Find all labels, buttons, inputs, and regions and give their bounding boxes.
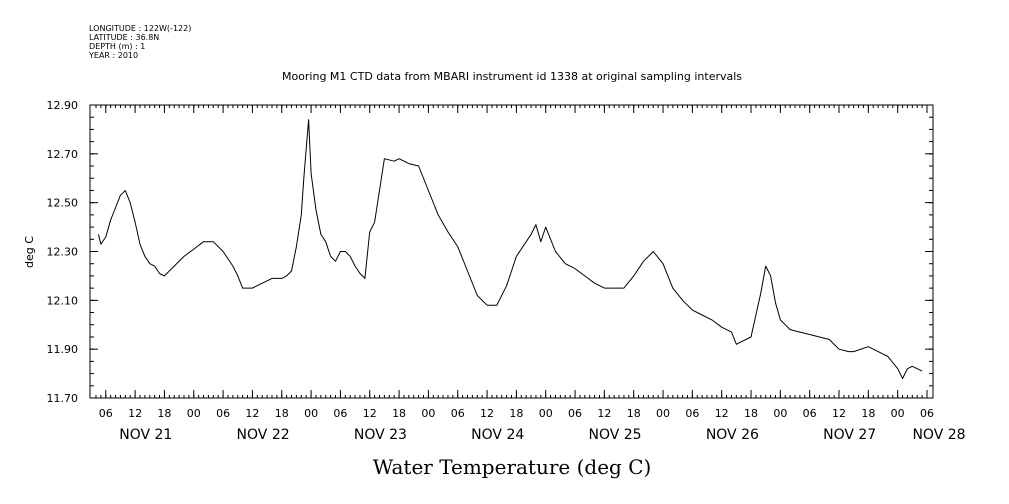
x-hour-label: 00: [539, 407, 553, 420]
x-hour-label: 06: [451, 407, 465, 420]
x-hour-label: 18: [627, 407, 641, 420]
meta-latitude: LATITUDE : 36.8N: [89, 33, 159, 42]
x-hour-label: 00: [304, 407, 318, 420]
y-tick-label: 12.50: [47, 197, 79, 210]
x-day-label: NOV 22: [237, 427, 290, 443]
y-tick-label: 12.90: [47, 99, 79, 112]
x-hour-label: 06: [99, 407, 113, 420]
x-hour-label: 18: [861, 407, 875, 420]
y-axis: 12.90 12.70 12.50 12.30 12.10 11.90 11.70: [47, 99, 933, 405]
series-group: [97, 119, 923, 379]
series-line-0: [97, 119, 923, 379]
x-hour-label: 00: [187, 407, 201, 420]
x-hour-label: 18: [392, 407, 406, 420]
chart-title: Mooring M1 CTD data from MBARI instrumen…: [282, 70, 742, 83]
y-tick-label: 11.70: [47, 392, 79, 405]
x-axis-label: Water Temperature (deg C): [373, 455, 652, 479]
x-hour-label: 06: [685, 407, 699, 420]
x-hour-label: 18: [509, 407, 523, 420]
x-day-label: NOV 24: [471, 427, 524, 443]
x-day-label: NOV 26: [706, 427, 759, 443]
x-hour-label: 00: [656, 407, 670, 420]
x-day-label: NOV 28: [912, 427, 965, 443]
y-tick-label: 12.10: [47, 294, 79, 307]
plot-frame: [89, 104, 934, 399]
meta-longitude: LONGITUDE : 122W(-122): [89, 24, 191, 33]
x-hour-label: 06: [216, 407, 230, 420]
y-axis-label: deg C: [23, 236, 36, 268]
x-hour-label: 00: [891, 407, 905, 420]
x-hour-label: 00: [421, 407, 435, 420]
x-hour-label: 12: [597, 407, 611, 420]
x-hour-label: 06: [920, 407, 934, 420]
y-tick-label: 12.30: [47, 246, 79, 259]
x-hour-label: 06: [568, 407, 582, 420]
x-hour-label: 12: [363, 407, 377, 420]
x-axis: 06 12 18 00 06 12 18 00 06 12 18 00 06 12 18 00 06 12 18 00…: [95, 105, 966, 443]
meta-depth: DEPTH (m) : 1: [89, 42, 145, 51]
x-day-label: NOV 25: [589, 427, 642, 443]
y-tick-label: 12.70: [47, 148, 79, 161]
x-day-label: NOV 27: [823, 427, 876, 443]
x-day-label: NOV 23: [354, 427, 407, 443]
x-hour-label: 18: [744, 407, 758, 420]
x-hour-label: 12: [245, 407, 259, 420]
x-hour-label: 12: [715, 407, 729, 420]
x-hour-label: 18: [157, 407, 171, 420]
meta-year: YEAR : 2010: [88, 51, 138, 60]
x-hour-label: 18: [275, 407, 289, 420]
y-tick-label: 11.90: [47, 343, 79, 356]
x-hour-label: 12: [480, 407, 494, 420]
x-hour-label: 12: [832, 407, 846, 420]
x-hour-label: 00: [773, 407, 787, 420]
x-hour-label: 12: [128, 407, 142, 420]
x-day-label: NOV 21: [119, 427, 172, 443]
x-hour-label: 06: [803, 407, 817, 420]
x-hour-label: 06: [333, 407, 347, 420]
